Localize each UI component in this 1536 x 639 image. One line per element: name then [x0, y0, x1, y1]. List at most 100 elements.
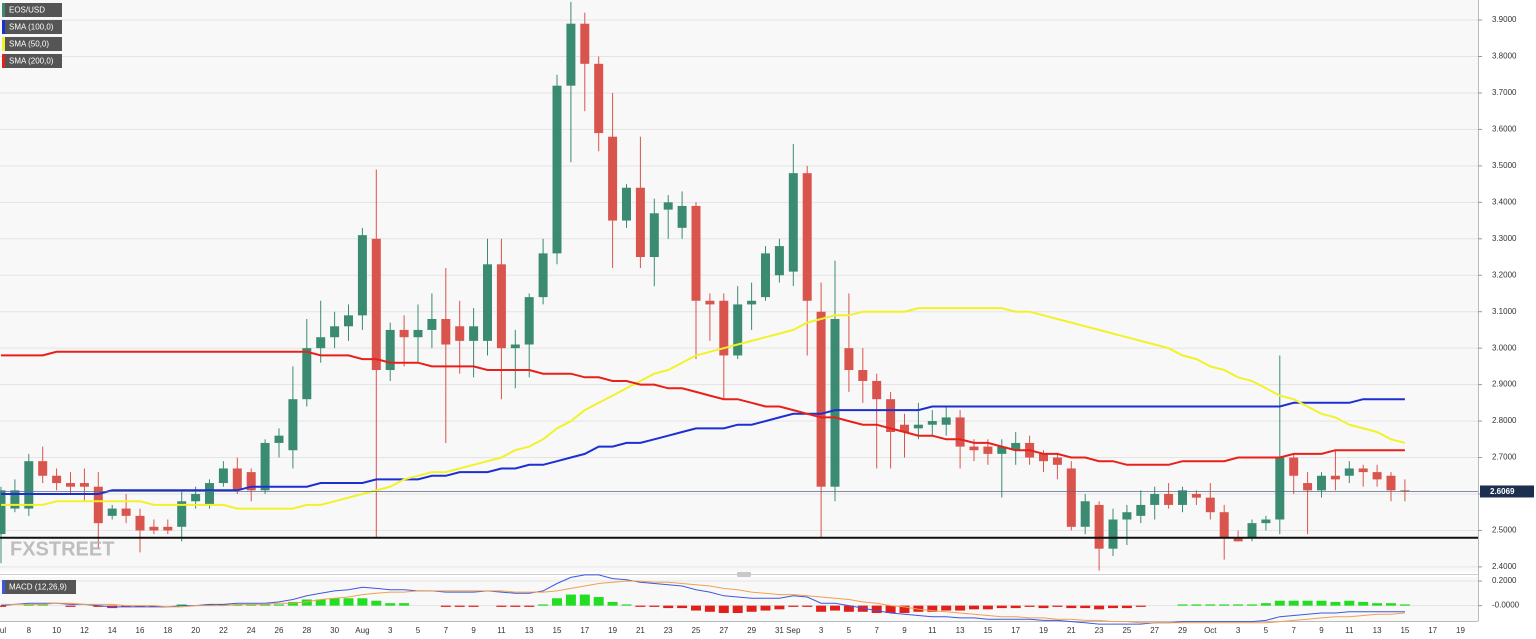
x-tick-label: 7	[444, 626, 449, 635]
candle-body	[455, 326, 465, 341]
histogram-bar	[649, 605, 660, 607]
x-tick-label: 17	[580, 626, 589, 635]
x-tick-label: 30	[330, 626, 339, 635]
candle-body	[1011, 442, 1021, 451]
candle-body	[66, 483, 75, 487]
x-tick-label: 13	[956, 626, 965, 635]
candle-body	[149, 526, 159, 531]
candle-body	[385, 329, 395, 371]
histogram-bar	[1233, 604, 1244, 606]
candle-body	[10, 490, 20, 509]
legend-box[interactable]	[2, 3, 62, 17]
legend-swatch	[2, 580, 5, 594]
sma-line	[1, 307, 1406, 510]
y-tick-label: 3.0000	[1492, 343, 1517, 352]
histogram-bar	[996, 605, 1007, 609]
x-tick-label: 3	[819, 626, 824, 635]
histogram-bar	[1330, 601, 1341, 606]
candle-body	[622, 187, 631, 221]
candle-body	[691, 205, 701, 301]
histogram-bar	[1260, 603, 1271, 606]
x-tick-label: 3	[1236, 626, 1241, 635]
histogram-bar	[1066, 605, 1077, 609]
histogram-bar	[621, 604, 632, 606]
legend-swatch	[2, 54, 5, 68]
histogram-bar	[1135, 605, 1146, 607]
x-tick-label: 13	[525, 626, 534, 635]
histogram-bar	[1344, 600, 1355, 606]
sma-line	[1, 350, 1405, 466]
y-tick-label: 3.2000	[1492, 270, 1517, 279]
histogram-bar	[788, 605, 799, 607]
y-tick-label: 3.5000	[1492, 161, 1517, 170]
histogram-bar	[0, 605, 6, 607]
histogram-bar	[468, 605, 479, 607]
x-tick-label: 21	[1067, 626, 1076, 635]
candle-body	[246, 472, 256, 491]
candle-body	[1191, 493, 1201, 498]
candle-body	[1219, 512, 1229, 538]
legend-swatch	[2, 3, 5, 17]
candle-body	[608, 136, 618, 221]
x-tick-label: 9	[471, 626, 476, 635]
histogram-bar	[65, 605, 76, 607]
candle-body	[274, 435, 284, 443]
candle-body	[844, 348, 854, 371]
x-tick-label: 29	[1178, 626, 1187, 635]
histogram-bar	[857, 605, 868, 612]
x-tick-label: 5	[847, 626, 852, 635]
resize-handle[interactable]	[737, 572, 751, 577]
x-tick-label: 11	[497, 626, 506, 635]
histogram-bar	[1121, 605, 1132, 609]
candle-body	[344, 315, 353, 327]
watermark: FXSTREET	[10, 538, 114, 560]
y-tick-label: 3.8000	[1492, 52, 1517, 61]
x-tick-label: 19	[608, 626, 617, 635]
histogram-bar	[1024, 605, 1035, 607]
y-tick-label: 3.3000	[1492, 234, 1517, 243]
histogram-bar	[635, 605, 646, 607]
histogram-bar	[593, 597, 604, 606]
candle-body	[330, 326, 340, 338]
x-tick-label: 14	[108, 626, 117, 635]
x-tick-label: 11	[928, 626, 937, 635]
legend-box[interactable]	[2, 54, 62, 68]
y-tick-label: 2.8000	[1492, 416, 1517, 425]
histogram-bar	[816, 605, 827, 612]
candle-body	[232, 468, 242, 491]
histogram-bar	[232, 604, 243, 606]
histogram-bar	[1205, 604, 1216, 606]
candle-body	[705, 300, 715, 305]
legend-box[interactable]	[2, 580, 76, 594]
histogram-bar	[1386, 603, 1396, 606]
candle-body	[941, 417, 951, 425]
histogram-bar	[1191, 604, 1202, 606]
candle-body	[719, 300, 729, 356]
x-tick-label: 25	[692, 626, 701, 635]
candle-body	[357, 235, 367, 316]
histogram-bar	[23, 604, 34, 606]
candle-body	[788, 173, 798, 272]
histogram-bar	[982, 605, 993, 610]
y-tick-label: 2.4000	[1492, 562, 1517, 571]
candle-body	[1052, 457, 1062, 465]
histogram-bar	[1080, 605, 1091, 609]
histogram-bar	[135, 605, 145, 607]
histogram-bar	[607, 601, 618, 606]
histogram-bar	[329, 598, 340, 606]
candle-body	[427, 318, 437, 330]
histogram-bar	[37, 604, 48, 606]
candle-body	[316, 337, 326, 349]
legend-box[interactable]	[2, 37, 62, 51]
x-tick-label: 21	[636, 626, 645, 635]
candle-body	[983, 446, 993, 454]
candle-body	[1205, 497, 1215, 513]
candle-body	[1400, 490, 1410, 492]
histogram-bar	[704, 605, 715, 612]
candle-body	[955, 417, 965, 447]
candle-body	[1094, 504, 1104, 549]
main-panel	[0, 0, 1478, 572]
candle-body	[163, 526, 173, 531]
legend-box[interactable]	[2, 20, 62, 34]
